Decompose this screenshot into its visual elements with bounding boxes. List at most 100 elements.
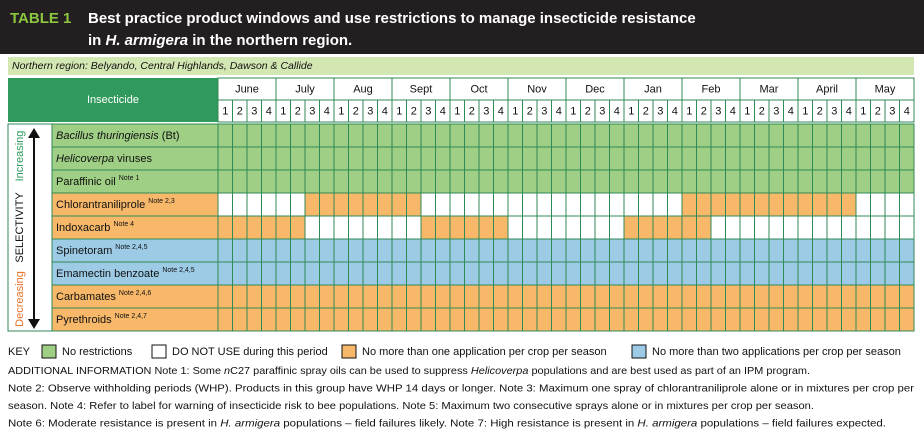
window-cell [638, 192, 654, 217]
key-swatch [341, 344, 357, 359]
window-cell [507, 284, 523, 309]
month-label: Aug [353, 83, 373, 95]
window-cell [275, 238, 291, 263]
window-cell [246, 123, 262, 148]
window-cell [667, 307, 683, 332]
month-label: Sept [410, 83, 433, 95]
note-line: ADDITIONAL INFORMATION Note 1: Some nC27… [8, 365, 810, 377]
note-ref: Note 2,4,6 [119, 290, 151, 297]
window-cell [884, 192, 900, 217]
text-segment: populations – field failures expected. [697, 417, 886, 429]
window-cell [870, 261, 886, 286]
window-cell [870, 284, 886, 309]
window-cell [710, 238, 726, 263]
window-cell [899, 146, 915, 171]
insecticide-name: Paraffinic oil Note 1 [56, 175, 139, 188]
window-cell [391, 284, 407, 309]
window-cell [377, 192, 393, 217]
insecticide-name: Pyrethroids Note 2,4,7 [56, 313, 147, 326]
text-segment: viruses [114, 153, 152, 165]
window-cell [754, 146, 770, 171]
window-cell [275, 284, 291, 309]
window-cell [725, 307, 741, 332]
window-cell [841, 284, 857, 309]
window-cell [246, 261, 262, 286]
note-line: Note 2: Observe withholding periods (WHP… [8, 382, 915, 394]
window-cell [783, 146, 799, 171]
insecticide-name: Helicoverpa viruses [56, 153, 152, 165]
week-label: 4 [730, 105, 736, 117]
window-cell [638, 215, 654, 240]
window-cell [406, 169, 422, 194]
window-cell [406, 215, 422, 240]
month-label: May [875, 83, 896, 95]
week-label: 1 [512, 105, 518, 117]
window-cell [870, 146, 886, 171]
week-label: 1 [222, 105, 228, 117]
text-segment: Indoxacarb [56, 222, 110, 234]
window-cell [652, 215, 668, 240]
window-cell [319, 215, 335, 240]
month-label: Mar [760, 83, 779, 95]
insecticide-name: Spinetoram Note 2,4,5 [56, 244, 148, 257]
window-cell [478, 284, 494, 309]
week-label: 2 [875, 105, 881, 117]
month-label: July [295, 83, 315, 95]
window-cell [348, 146, 364, 171]
window-cell [275, 215, 291, 240]
window-cell [812, 261, 828, 286]
window-cell [275, 261, 291, 286]
window-cell [261, 307, 277, 332]
month-label: Jan [644, 83, 662, 95]
window-cell [246, 284, 262, 309]
text-segment: in [88, 32, 106, 49]
window-cell [870, 215, 886, 240]
window-cell [696, 192, 712, 217]
window-cell [797, 192, 813, 217]
window-cell [768, 169, 784, 194]
window-cell [493, 146, 509, 171]
window-cell [609, 238, 625, 263]
text-segment: H. armigera [106, 32, 189, 49]
window-cell [232, 123, 248, 148]
window-cell [551, 238, 567, 263]
window-cell [580, 123, 596, 148]
week-label: 2 [527, 105, 533, 117]
window-cell [826, 215, 842, 240]
window-cell [681, 192, 697, 217]
window-cell [348, 307, 364, 332]
window-cell [696, 307, 712, 332]
window-cell [232, 261, 248, 286]
window-cell [493, 169, 509, 194]
window-cell [638, 169, 654, 194]
window-cell [580, 238, 596, 263]
window-cell [609, 146, 625, 171]
week-label: 1 [802, 105, 808, 117]
window-cell [420, 215, 436, 240]
window-cell [739, 146, 755, 171]
window-cell [899, 238, 915, 263]
window-cell [304, 123, 320, 148]
window-cell [246, 307, 262, 332]
window-cell [754, 123, 770, 148]
window-cell [826, 146, 842, 171]
window-cell [797, 123, 813, 148]
key-swatch [41, 344, 57, 359]
window-cell [870, 169, 886, 194]
window-cell [420, 146, 436, 171]
window-cell [696, 169, 712, 194]
window-cell [275, 307, 291, 332]
week-label: 3 [657, 105, 663, 117]
window-cell [855, 192, 871, 217]
window-cell [884, 146, 900, 171]
key-text: No more than two applications per crop p… [652, 346, 901, 358]
region-bar [8, 57, 914, 75]
window-cell [710, 169, 726, 194]
window-cell [739, 238, 755, 263]
window-cell [841, 146, 857, 171]
window-cell [217, 284, 233, 309]
window-cell [348, 284, 364, 309]
window-cell [464, 261, 480, 286]
window-cell [478, 192, 494, 217]
week-label: 2 [237, 105, 243, 117]
